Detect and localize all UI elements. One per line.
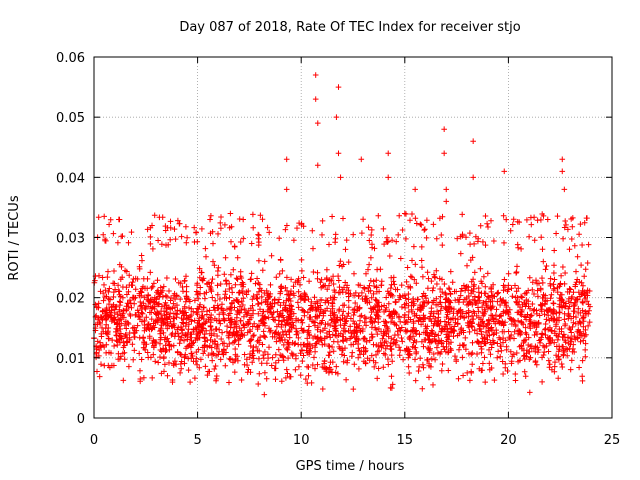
x-tick-label: 25	[604, 433, 621, 448]
peak-point-4	[314, 120, 321, 126]
y-tick-label: 0	[77, 412, 85, 427]
peak-point-3	[312, 96, 319, 102]
peak-point-18	[470, 138, 476, 145]
y-tick-label: 0.03	[56, 232, 85, 247]
peak-point-20	[501, 168, 508, 175]
peak-point-2	[312, 72, 319, 78]
peak-point-24	[544, 216, 551, 223]
x-tick-label: 5	[193, 433, 201, 448]
y-tick-label: 0.02	[56, 292, 85, 307]
y-tick-label: 0.06	[56, 51, 85, 66]
peak-point-14	[441, 126, 447, 132]
dense-point-cloud	[91, 210, 593, 398]
y-tick-label: 0.04	[56, 171, 85, 186]
peak-point-27	[207, 216, 213, 223]
peak-point-16	[443, 186, 450, 193]
peak-point-7	[333, 114, 340, 120]
x-tick-label: 0	[90, 433, 98, 448]
y-tick-label: 0.05	[56, 111, 85, 126]
peak-point-13	[412, 186, 418, 193]
peak-point-5	[314, 162, 321, 169]
y-axis-label: ROTI / TECUs	[7, 195, 22, 280]
x-tick-label: 20	[500, 433, 517, 448]
peak-point-25	[116, 216, 122, 223]
peak-point-26	[149, 222, 155, 229]
peak-point-28	[240, 216, 246, 223]
peak-point-1	[283, 186, 290, 193]
peak-point-12	[385, 174, 392, 181]
peak-point-9	[337, 174, 344, 181]
peak-point-23	[561, 186, 568, 193]
data-points	[91, 72, 593, 398]
x-tick-label: 15	[397, 433, 414, 448]
peak-point-21	[559, 156, 566, 163]
chart-title: Day 087 of 2018, Rate Of TEC Index for r…	[179, 20, 520, 35]
axis-ticks: 0 0.01 0.02 0.03 0.04 0.05 0.06 0 5 10 15 20 25	[56, 51, 620, 448]
peak-point-19	[470, 174, 476, 181]
peak-point-8	[335, 150, 342, 157]
y-tick-label: 0.01	[56, 352, 85, 367]
peak-point-15	[441, 150, 447, 157]
peak-point-11	[385, 150, 392, 157]
x-axis-label: GPS time / hours	[296, 459, 405, 474]
peak-point-10	[358, 156, 365, 163]
peak-point-22	[559, 168, 566, 175]
gridlines	[94, 57, 612, 418]
peak-point-17	[443, 198, 450, 205]
peak-point-0	[283, 156, 290, 163]
x-tick-label: 10	[293, 433, 310, 448]
peak-point-6	[335, 84, 342, 90]
